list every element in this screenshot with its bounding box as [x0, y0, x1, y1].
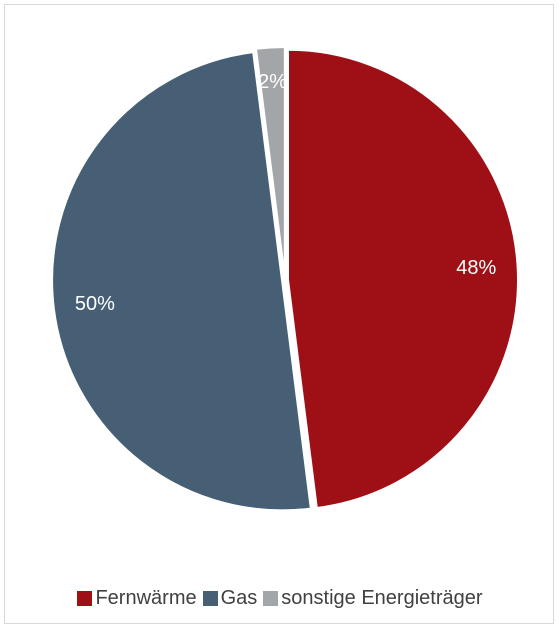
- legend-item-sonstige: sonstige Energieträger: [263, 587, 483, 610]
- legend-swatch-sonstige: [263, 591, 279, 606]
- legend-label-sonstige: sonstige Energieträger: [281, 587, 483, 609]
- data-label-fernwarme: 48%: [456, 257, 496, 279]
- data-label-gas: 50%: [75, 293, 115, 315]
- legend-label-fernwaerme: Fernwärme: [95, 587, 197, 609]
- data-label-sonstige-energietrager: 2%: [258, 71, 287, 93]
- legend-swatch-fernwaerme: [77, 591, 93, 606]
- chart-area: 48% 50% 2% Fernwärme Gas sonstige Energiet…: [4, 4, 554, 624]
- legend-item-gas: Gas: [202, 587, 258, 610]
- legend-item-fernwaerme: Fernwärme: [77, 587, 197, 610]
- legend-label-gas: Gas: [220, 587, 258, 609]
- legend-swatch-gas: [202, 591, 218, 606]
- pie-slice-sonstige-energietrager: [254, 46, 286, 278]
- pie-chart: 48% 50% 2%: [51, 46, 519, 512]
- legend: Fernwärme Gas sonstige Energieträger: [5, 587, 555, 610]
- pie-slice-gas: [51, 51, 312, 512]
- pie-slice-fernwarme: [286, 48, 519, 510]
